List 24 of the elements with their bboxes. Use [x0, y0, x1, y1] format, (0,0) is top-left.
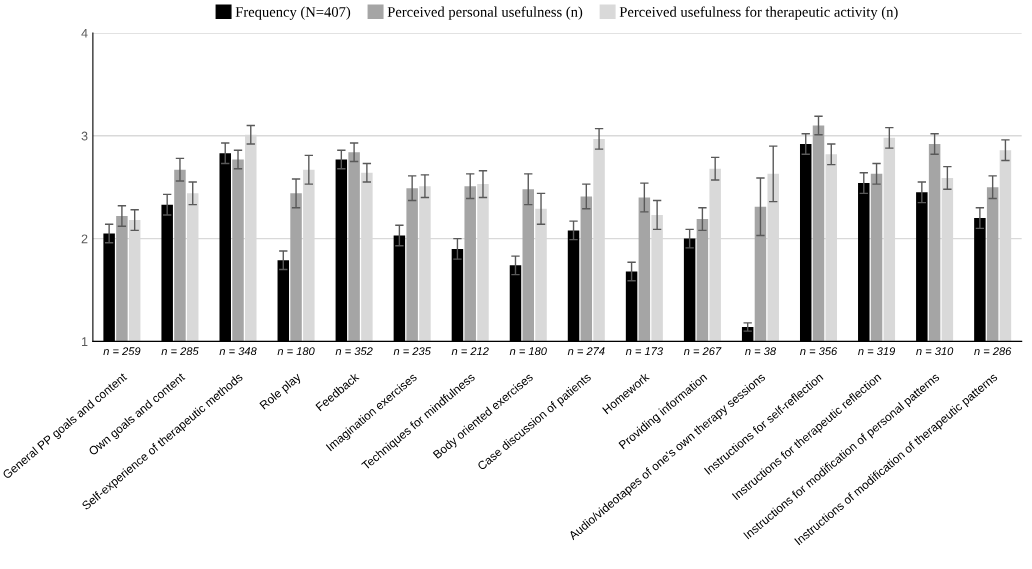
text: n = 286 [974, 347, 1012, 356]
text: n = 310 [916, 347, 954, 356]
text: n = 173 [625, 347, 663, 356]
text: n = 180 [509, 347, 547, 356]
text: n = 352 [335, 347, 373, 356]
legend-label: Perceived usefulness for therapeutic activity (n) [619, 6, 898, 20]
legend-label: Perceived personal usefulness (n) [387, 6, 583, 20]
legend-label: Frequency (N=407) [235, 6, 351, 20]
text: n = 38 [745, 347, 776, 356]
text: n = 348 [219, 347, 257, 356]
text: n = 180 [277, 347, 315, 356]
y-tick-label: 2 [81, 234, 88, 244]
y-tick-label: 1 [82, 337, 88, 346]
text: n = 267 [683, 347, 722, 356]
x-tick-label: Role play [259, 371, 304, 412]
text: n = 356 [800, 347, 838, 356]
y-tick-label: 4 [81, 28, 88, 38]
text: n = 259 [103, 347, 141, 356]
text: n = 212 [451, 347, 489, 356]
text: n = 235 [393, 347, 431, 356]
text: n = 319 [858, 347, 896, 356]
text: n = 285 [161, 347, 199, 356]
text: n = 274 [567, 347, 605, 356]
y-tick-label: 3 [81, 131, 88, 141]
